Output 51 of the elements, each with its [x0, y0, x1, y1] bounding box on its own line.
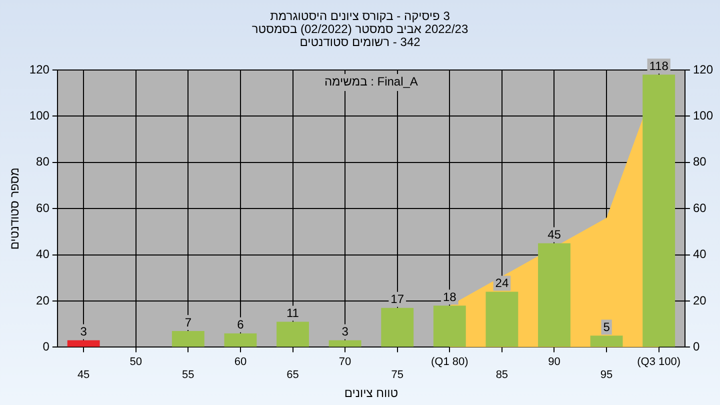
y-tick-label: 100: [29, 108, 50, 123]
data-label: 118: [649, 58, 669, 73]
data-label: 3: [342, 324, 349, 339]
x-tick-label: (Q1 80): [430, 356, 468, 368]
x-tick-label: 50: [130, 356, 142, 368]
data-label: 24: [495, 276, 509, 290]
bar: [538, 243, 570, 347]
bar: [590, 336, 623, 347]
bar: [486, 292, 518, 347]
annotation: במשימה : Final_A: [324, 74, 418, 88]
bar: [642, 74, 676, 347]
data-label: 18: [442, 290, 457, 304]
y2-tick-label: 40: [692, 247, 707, 262]
y2-tick-label: 20: [692, 293, 707, 308]
y2-tick-label: 0: [692, 340, 700, 354]
bar: [328, 340, 362, 347]
x-tick-label: 55: [182, 369, 194, 382]
x-tick-label: 85: [496, 369, 508, 382]
x-axis-title: טווח ציונים: [344, 386, 398, 400]
x-tick-label: 75: [391, 369, 404, 382]
y2-tick-label: 100: [692, 108, 714, 123]
y-tick-label: 20: [36, 293, 50, 308]
bar: [172, 331, 204, 347]
y-tick-label: 40: [36, 247, 50, 262]
y-tick-label: 80: [36, 154, 50, 169]
y-axis-title: מספר סטודנטים: [8, 168, 22, 250]
data-label: 6: [237, 318, 244, 332]
data-label: 3: [80, 324, 88, 339]
x-tick-label: 70: [338, 356, 352, 368]
data-label: 5: [603, 320, 610, 334]
x-tick-label: (Q3 100): [637, 356, 681, 368]
x-tick-label: 65: [286, 369, 299, 382]
y-tick-label: 120: [29, 62, 50, 76]
data-label: 17: [390, 292, 404, 306]
x-tick-label: 95: [600, 369, 613, 382]
data-label: 45: [548, 228, 562, 242]
bar: [224, 333, 257, 347]
y-tick-label: 0: [42, 340, 50, 354]
y2-tick-label: 120: [692, 62, 714, 76]
y2-tick-label: 60: [692, 200, 707, 215]
y-tick-label: 60: [36, 200, 50, 215]
bar: [276, 322, 309, 347]
x-tick-label: 60: [234, 356, 247, 368]
x-tick-label: 45: [77, 369, 90, 382]
data-label: 11: [286, 306, 300, 320]
bar: [433, 306, 466, 347]
bar: [67, 340, 100, 347]
y2-tick-label: 80: [692, 154, 707, 169]
x-tick-label: 90: [548, 356, 560, 368]
data-label: 7: [184, 315, 192, 330]
bar: [381, 308, 414, 347]
